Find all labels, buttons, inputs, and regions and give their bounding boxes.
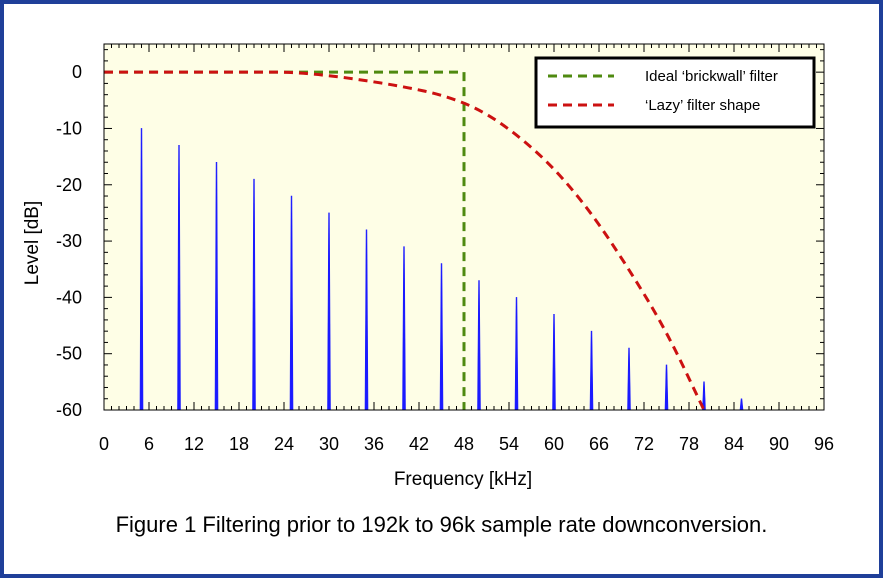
- x-tick-label: 12: [184, 434, 204, 454]
- legend-label-lazy: ‘Lazy’ filter shape: [645, 97, 760, 114]
- y-tick-label: -30: [56, 231, 82, 251]
- x-tick-label: 96: [814, 434, 834, 454]
- x-tick-label: 30: [319, 434, 339, 454]
- plot-border: [103, 43, 825, 411]
- x-tick-label: 78: [679, 434, 699, 454]
- x-tick-label: 72: [634, 434, 654, 454]
- x-tick-label: 60: [544, 434, 564, 454]
- x-tick-label: 48: [454, 434, 474, 454]
- x-tick-label: 0: [99, 434, 109, 454]
- figure-caption: Figure 1 Filtering prior to 192k to 96k …: [115, 512, 768, 537]
- y-tick-label: 0: [72, 62, 82, 82]
- legend: Ideal ‘brickwall’ filter ‘Lazy’ filter s…: [534, 56, 816, 129]
- y-tick-label: -40: [56, 287, 82, 307]
- x-axis-title: Frequency [kHz]: [394, 469, 532, 490]
- y-tick-label: -10: [56, 118, 82, 138]
- spectral-lines: [139, 128, 744, 411]
- y-axis-title: Level [dB]: [22, 201, 43, 286]
- x-tick-label: 66: [589, 434, 609, 454]
- x-tick-label: 90: [769, 434, 789, 454]
- lazy-filter-line: [104, 70, 706, 411]
- y-tick-label: -60: [56, 400, 82, 420]
- x-tick-label: 54: [499, 434, 519, 454]
- x-tick-label: 6: [144, 434, 154, 454]
- x-tick-label: 84: [724, 434, 744, 454]
- y-tick-label: -20: [56, 175, 82, 195]
- y-tick-labels: 0 -10 -20 -30 -40 -50 -60: [56, 62, 82, 420]
- x-tick-label: 18: [229, 434, 249, 454]
- x-tick-labels: 0 6 12 18 24 30 36 42 48 54 60 66 72 78 84 90 96: [99, 434, 834, 454]
- x-tick-label: 42: [409, 434, 429, 454]
- legend-box: [534, 56, 816, 129]
- y-tick-label: -50: [56, 344, 82, 364]
- x-tick-label: 24: [274, 434, 294, 454]
- x-tick-label: 36: [364, 434, 384, 454]
- legend-label-brickwall: Ideal ‘brickwall’ filter: [645, 68, 778, 85]
